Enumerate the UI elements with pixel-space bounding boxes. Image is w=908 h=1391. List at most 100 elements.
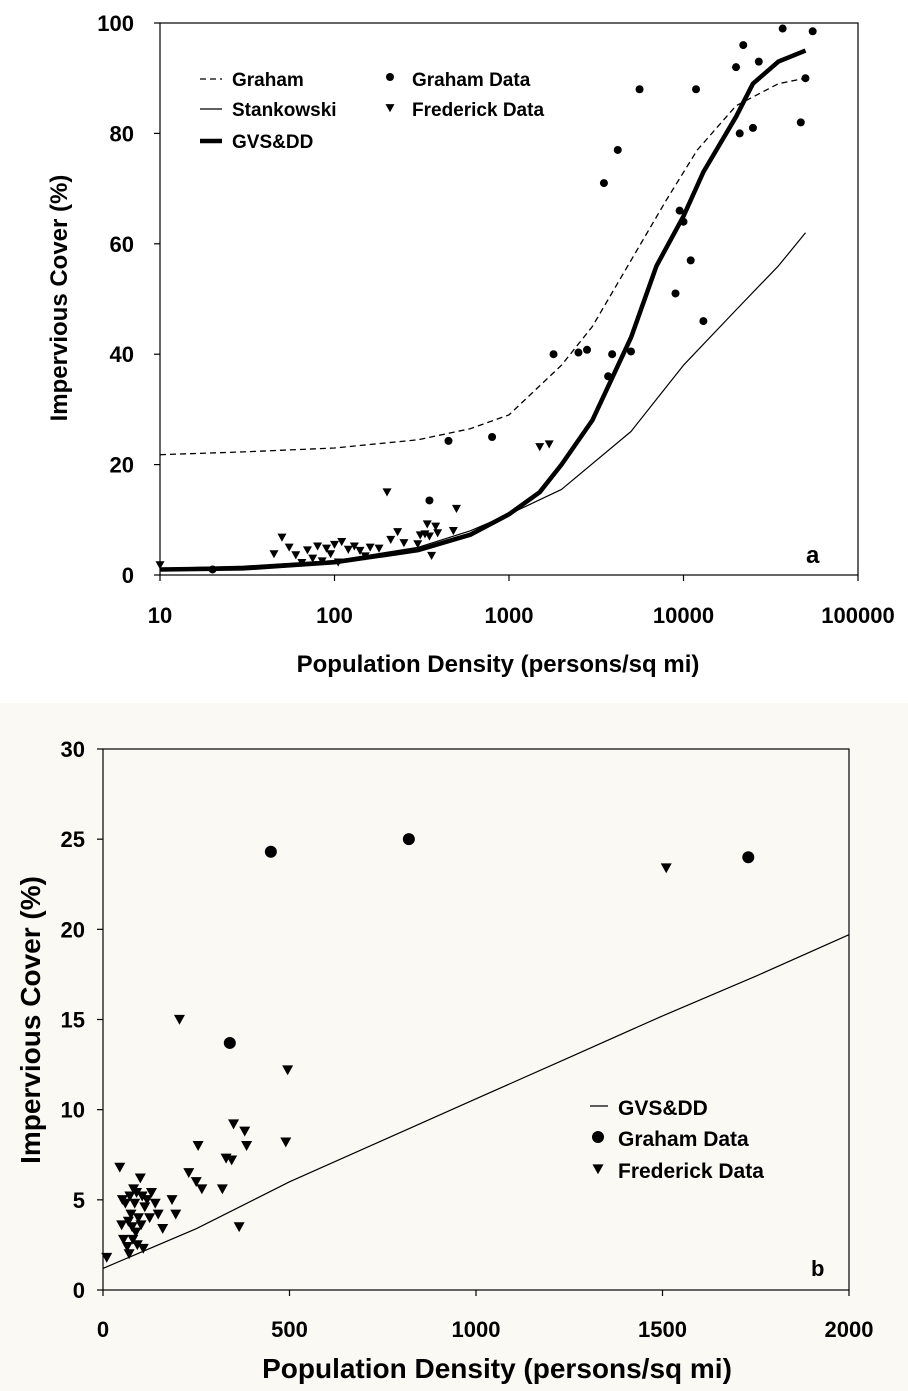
legend-item-graham-data: Graham Data (592, 1128, 749, 1151)
data-point-graham-data (208, 565, 217, 574)
data-point-graham-data (574, 348, 583, 357)
data-point-frederick-data (132, 1213, 144, 1224)
y-axis-title-a: Impervious Cover (%) (46, 175, 73, 422)
data-point-frederick-data (349, 542, 359, 551)
data-point-frederick-data (269, 550, 279, 559)
legend-swatch (592, 1131, 604, 1143)
y-axis-title-b: Impervious Cover (%) (15, 876, 46, 1164)
data-point-frederick-data (317, 557, 327, 566)
series-line-graham (159, 77, 806, 456)
data-point-graham-data (608, 350, 617, 359)
data-point-frederick-data (134, 1173, 146, 1184)
data-point-frederick-data (126, 1222, 138, 1233)
markers-group-b (101, 833, 755, 1263)
data-point-graham-data (671, 289, 680, 298)
series-group-b (102, 934, 850, 1269)
plot-area-a (159, 22, 859, 576)
panel-label-a: a (806, 542, 820, 569)
x-tick-label-b: 2000 (825, 1317, 874, 1342)
legend-label: Graham Data (412, 70, 531, 91)
legend-label: GVS&DD (618, 1097, 708, 1120)
data-point-frederick-data (228, 1119, 240, 1130)
data-point-frederick-data (216, 1184, 228, 1195)
data-point-graham-data (444, 436, 453, 445)
data-point-graham-data (808, 27, 817, 36)
data-point-frederick-data (393, 528, 403, 537)
data-point-frederick-data (183, 1168, 195, 1179)
data-point-graham-data (732, 63, 741, 72)
data-point-frederick-data (333, 558, 343, 567)
data-point-frederick-data (535, 443, 545, 452)
data-point-frederick-data (413, 540, 423, 549)
data-point-frederick-data (135, 1220, 147, 1231)
data-point-graham-data (223, 1036, 236, 1049)
x-tick-label-b: 1500 (638, 1317, 687, 1342)
series-group-a (159, 48, 807, 572)
data-point-frederick-data (166, 1195, 178, 1206)
y-tick-label-a: 80 (110, 121, 134, 146)
data-point-frederick-data (660, 863, 672, 874)
legend-item-gvs-and-dd: GVS&DD (200, 132, 313, 153)
data-point-frederick-data (136, 1191, 148, 1202)
x-tick-label-b: 1000 (452, 1317, 501, 1342)
data-point-frederick-data (280, 1137, 292, 1148)
data-point-graham-data (686, 256, 695, 265)
y-tick-label-a: 100 (97, 11, 134, 36)
legend-swatch (385, 104, 395, 113)
data-point-graham-data (754, 57, 763, 66)
data-point-graham-data (604, 372, 613, 381)
x-tick-label-a: 100 (316, 603, 353, 628)
data-point-frederick-data (326, 550, 336, 559)
data-point-frederick-data (114, 1162, 126, 1173)
data-point-frederick-data (137, 1243, 149, 1254)
data-point-frederick-data (192, 1141, 204, 1151)
data-point-frederick-data (170, 1209, 182, 1220)
data-point-graham-data (735, 129, 744, 138)
y-tick-label-b: 5 (73, 1188, 85, 1213)
y-tick-label-a: 20 (110, 453, 134, 478)
y-tick-label-a: 0 (122, 563, 134, 588)
y-tick-label-b: 25 (61, 827, 85, 852)
panel-label-b: b (811, 1256, 824, 1281)
x-axis-title-a: Population Density (persons/sq mi) (297, 651, 700, 678)
data-point-frederick-data (355, 546, 365, 555)
data-point-frederick-data (297, 559, 307, 568)
data-point-graham-data (675, 206, 684, 215)
x-tick-label-a: 100000 (821, 603, 894, 628)
legend-label: GVS&DD (232, 132, 313, 153)
legend-label: Graham Data (618, 1128, 749, 1151)
data-point-frederick-data (427, 551, 437, 560)
x-axis-title-b: Population Density (persons/sq mi) (262, 1353, 732, 1384)
data-point-frederick-data (127, 1234, 139, 1245)
axis-ticks-a: 10 100 1000 10000 100000 0 20 40 60 80 100 (97, 11, 894, 628)
y-tick-label-b: 0 (73, 1278, 85, 1303)
data-point-frederick-data (131, 1240, 143, 1251)
data-point-frederick-data (284, 543, 294, 552)
y-tick-label-a: 60 (110, 232, 134, 257)
data-point-frederick-data (173, 1014, 185, 1025)
data-point-frederick-data (101, 1252, 113, 1263)
data-point-frederick-data (544, 440, 554, 449)
data-point-frederick-data (121, 1242, 133, 1252)
data-point-frederick-data (119, 1198, 131, 1209)
legend-item-gvs-and-dd: GVS&DD (590, 1097, 708, 1120)
data-point-frederick-data (241, 1141, 253, 1151)
data-point-graham-data (679, 217, 688, 226)
data-point-frederick-data (282, 1065, 294, 1076)
y-tick-label-a: 40 (110, 342, 134, 367)
x-tick-label-b: 0 (97, 1317, 109, 1342)
data-point-frederick-data (277, 533, 287, 542)
y-tick-label-b: 30 (61, 737, 85, 762)
data-point-frederick-data (190, 1177, 202, 1188)
data-point-frederick-data (433, 529, 443, 538)
y-tick-label-b: 10 (61, 1098, 85, 1123)
data-point-frederick-data (365, 543, 375, 552)
data-point-frederick-data (337, 538, 347, 547)
data-point-graham-data (264, 845, 277, 858)
data-point-frederick-data (448, 527, 458, 536)
x-tick-label-b: 500 (271, 1317, 308, 1342)
data-point-frederick-data (122, 1216, 134, 1227)
legend-label: Stankowski (232, 100, 337, 121)
data-point-graham-data (626, 347, 635, 356)
legend-item-graham: Graham (200, 70, 304, 91)
